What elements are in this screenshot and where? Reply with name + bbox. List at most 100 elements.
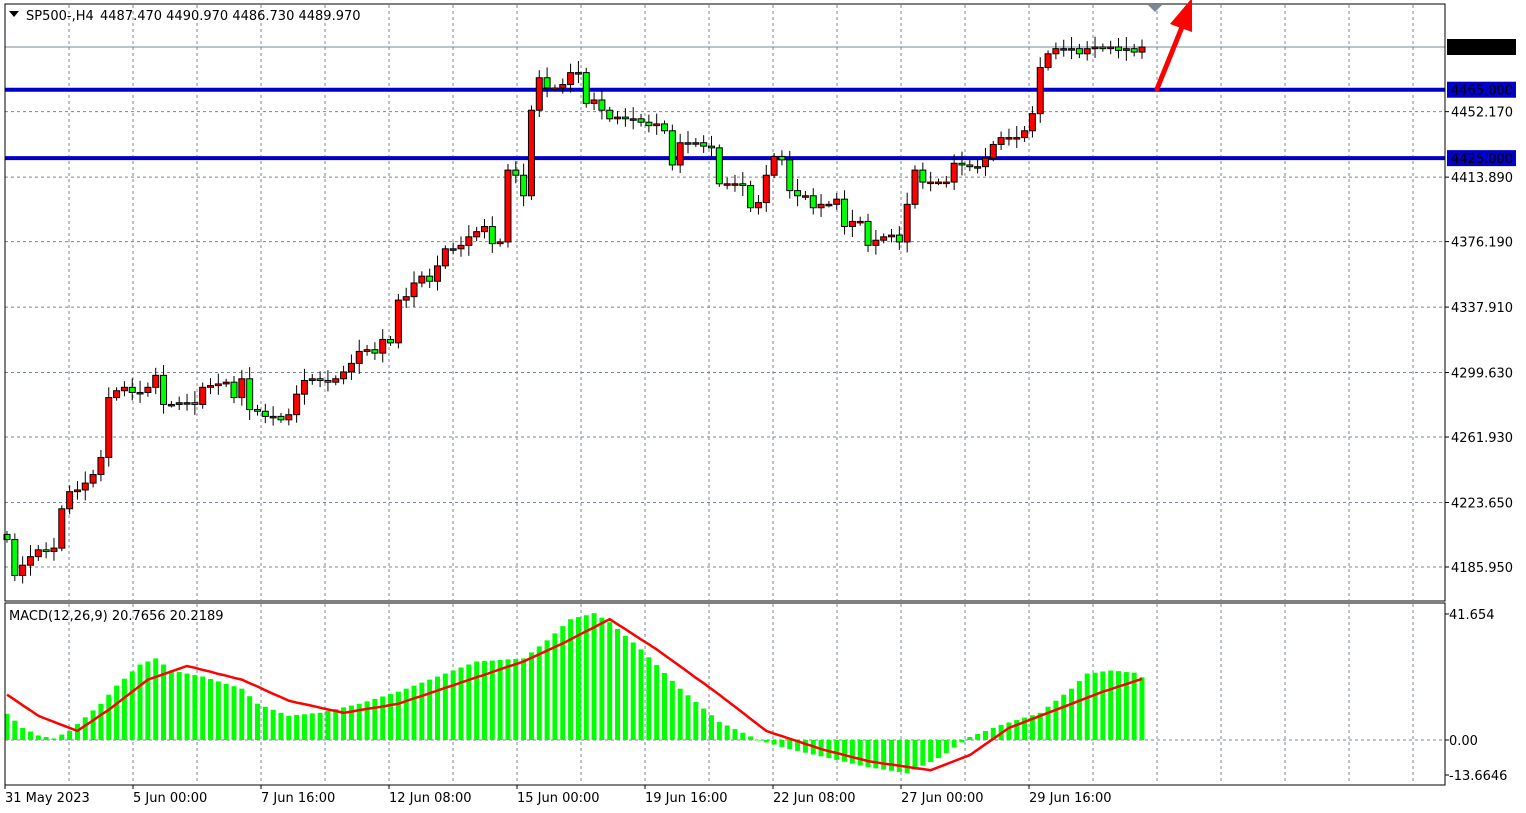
grid [5, 5, 1445, 784]
candle [1060, 39, 1068, 57]
macd-signal-line [6, 617, 1143, 772]
candle [574, 60, 582, 84]
candle [770, 152, 778, 179]
candle-body [11, 539, 19, 576]
candle [371, 342, 379, 360]
macd-histogram-bar [208, 678, 214, 740]
candle [363, 344, 371, 356]
candle [89, 469, 97, 488]
candle [614, 110, 622, 125]
candle-body [1115, 46, 1123, 51]
macd-histogram-bar [168, 670, 174, 740]
candle [927, 171, 935, 192]
macd-histogram-bar [137, 664, 143, 740]
candle [848, 209, 856, 238]
macd-histogram-bar [12, 720, 18, 740]
candle-body [277, 415, 285, 421]
macd-histogram-bar [990, 727, 996, 740]
candle [778, 150, 786, 166]
candle-body [747, 184, 755, 209]
macd-histogram-bar [356, 703, 362, 740]
candle [903, 192, 911, 253]
macd-tick-label: -13.6646 [1449, 769, 1507, 784]
macd-histogram-bar [35, 735, 41, 740]
candle-body [668, 130, 676, 166]
macd-histogram-bar [881, 740, 887, 770]
candle [880, 233, 888, 244]
macd-axis[interactable]: 41.654 0.00 -13.6646 [1445, 608, 1507, 784]
candle-body [856, 220, 864, 224]
candle [567, 63, 575, 93]
macd-indicator [4, 613, 1445, 774]
macd-histogram-bar [583, 615, 589, 740]
time-axis[interactable]: 31 May 2023 5 Jun 00:00 7 Jun 16:00 12 Jun … [4, 785, 1112, 806]
candle-body [480, 226, 488, 233]
macd-histogram-bar [427, 679, 433, 740]
macd-histogram-bar [129, 671, 135, 740]
candle [754, 195, 762, 215]
red-up-arrow-icon[interactable] [1154, 0, 1192, 92]
candle [872, 229, 880, 255]
macd-histogram-bar [1045, 706, 1051, 740]
macd-histogram-bar [411, 685, 417, 740]
candle-body [105, 397, 113, 458]
candle-body [1060, 48, 1068, 51]
candle [97, 449, 105, 482]
macd-histogram-bar [536, 646, 542, 740]
macd-tick-label: 0.00 [1449, 734, 1478, 749]
macd-histogram-bar [654, 665, 660, 740]
candle [825, 200, 833, 208]
candle-body [97, 456, 105, 476]
candle-body [1068, 48, 1076, 51]
candle [167, 401, 175, 408]
macd-histogram-bar [724, 725, 730, 740]
macd-histogram-bar [442, 673, 448, 740]
macd-histogram-bar [254, 703, 260, 740]
candle [653, 113, 661, 135]
candle-body [50, 547, 58, 553]
candle [684, 131, 692, 154]
macd-histogram-bar [231, 686, 237, 740]
candle [1138, 39, 1146, 59]
macd-histogram-bar [826, 740, 832, 759]
candle-body [1005, 137, 1013, 140]
candle [747, 180, 755, 213]
macd-histogram-bar [192, 675, 198, 740]
candle [621, 108, 629, 127]
chart-shift-marker-icon[interactable] [1148, 5, 1162, 12]
candle-body [394, 299, 402, 344]
candle-body [332, 378, 340, 383]
candle [449, 242, 457, 255]
candle-body [324, 379, 332, 383]
candle-body [1075, 48, 1083, 55]
candle-body [199, 386, 207, 405]
macd-histogram-bar [928, 740, 934, 763]
macd-histogram-bar [748, 736, 754, 740]
horizontal-levels[interactable] [5, 87, 1445, 161]
macd-label: MACD(12,26,9) 20.7656 20.2189 [9, 609, 224, 624]
candle [989, 141, 997, 162]
macd-histogram-bar [622, 635, 628, 740]
dropdown-triangle-icon[interactable] [9, 11, 19, 17]
macd-histogram-bar [1092, 672, 1098, 740]
candle-body [66, 491, 74, 510]
candle [997, 131, 1005, 150]
macd-histogram-bar [591, 613, 597, 740]
candle [300, 368, 308, 405]
candle-body [888, 234, 896, 238]
candle-body [371, 349, 379, 354]
macd-histogram-bar [450, 670, 456, 740]
macd-histogram-bar [982, 730, 988, 740]
candle-body [934, 181, 942, 185]
candle-body [864, 220, 872, 246]
candle [707, 135, 715, 158]
macd-histogram-bar [51, 738, 57, 740]
macd-histogram-bar [1053, 700, 1059, 740]
candle [786, 150, 794, 199]
price-axis[interactable]: 4489.970 4452.170 4413.890 4376.190 4337.910… [1445, 39, 1516, 576]
candle [1099, 43, 1107, 52]
candle [246, 367, 254, 421]
candle-body [606, 109, 614, 120]
candle [817, 194, 825, 217]
